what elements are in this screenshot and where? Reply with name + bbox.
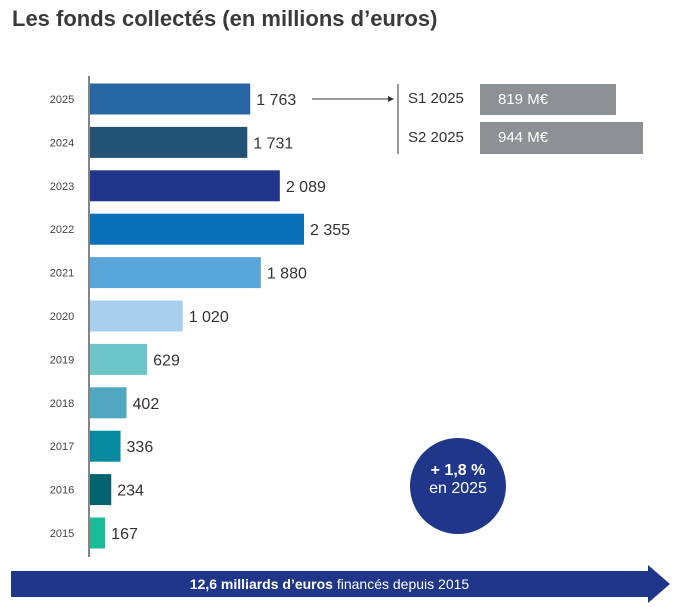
bar-2017: [90, 430, 121, 462]
category-label: 2018: [50, 398, 74, 410]
arrow-head-icon: [388, 96, 394, 102]
category-label: 2024: [50, 137, 74, 149]
s2-label: S2 2025: [408, 129, 464, 146]
bar-2022: [90, 213, 304, 245]
growth-badge: + 1,8 % en 2025: [410, 438, 506, 534]
category-label: 2022: [50, 224, 74, 236]
growth-period: en 2025: [429, 480, 487, 497]
value-label: 2 355: [310, 222, 350, 239]
s1-label: S1 2025: [408, 90, 464, 107]
category-label: 2021: [50, 268, 74, 280]
value-label: 1 763: [256, 92, 296, 109]
category-label: 2016: [50, 485, 74, 497]
category-label: 2025: [50, 94, 74, 106]
category-label: 2019: [50, 354, 74, 366]
value-label: 167: [111, 526, 138, 543]
growth-value: + 1,8 %: [430, 462, 486, 479]
value-label: 1 731: [253, 135, 293, 152]
bar-2018: [90, 387, 127, 419]
value-label: 234: [117, 483, 144, 500]
category-label: 2017: [50, 441, 74, 453]
bar-2024: [90, 126, 248, 158]
category-label: 2015: [50, 528, 74, 540]
value-label: 402: [133, 396, 160, 413]
bar-2019: [90, 343, 148, 375]
value-label: 336: [127, 439, 154, 456]
value-label: 1 880: [267, 266, 307, 283]
bar-2016: [90, 474, 112, 506]
value-label: 1 020: [189, 309, 229, 326]
value-label: 629: [153, 352, 180, 369]
bar-2025: [90, 83, 251, 115]
s2-value-box: 944 M€: [480, 122, 643, 154]
banner-bold: 12,6 milliards d’euros: [189, 576, 333, 592]
bar-2015: [90, 517, 106, 549]
value-label: 2 089: [286, 179, 326, 196]
total-banner: 12,6 milliards d’euros financés depuis 2…: [11, 571, 648, 597]
chart-title: Les fonds collectés (en millions d’euros…: [12, 6, 438, 31]
category-label: 2023: [50, 181, 74, 193]
bar-2023: [90, 170, 280, 202]
bar-2021: [90, 257, 261, 289]
banner-text: financés depuis 2015: [332, 576, 470, 592]
category-label: 2020: [50, 311, 74, 323]
s1-value-box: 819 M€: [480, 84, 616, 115]
bar-2020: [90, 300, 183, 332]
banner-arrow-icon: [648, 565, 670, 603]
